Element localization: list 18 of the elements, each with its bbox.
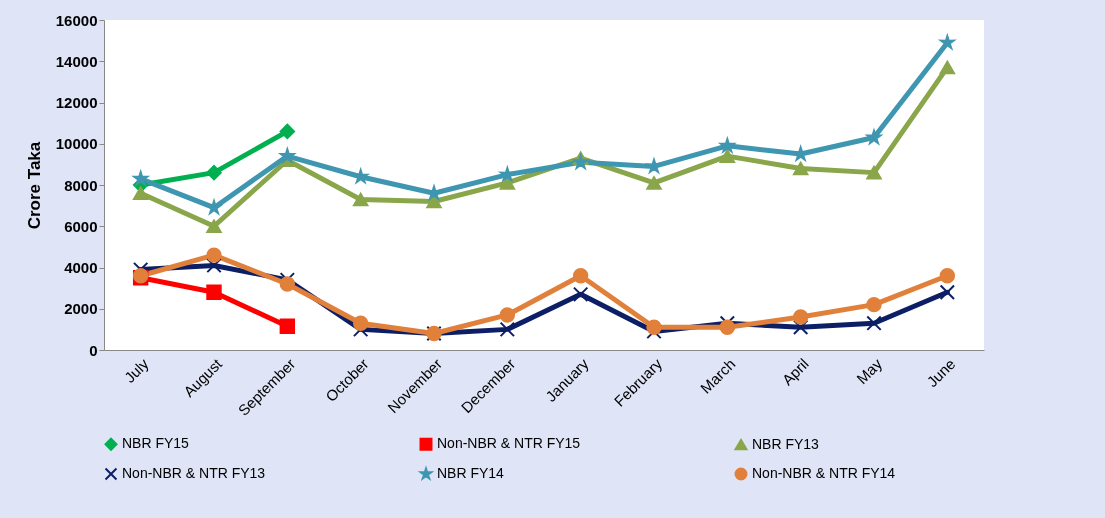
y-tick-label: 6000 xyxy=(64,217,98,235)
y-tick-label: 8000 xyxy=(64,176,98,194)
legend-label: NBR FY14 xyxy=(437,465,505,481)
y-tick-label: 12000 xyxy=(55,94,98,111)
legend-label: Non-NBR & NTR FY14 xyxy=(752,465,896,481)
legend-label: Non-NBR & NTR FY15 xyxy=(437,435,581,452)
legend-label: NBR FY15 xyxy=(122,435,190,452)
y-tick-label: 2000 xyxy=(64,300,98,318)
y-tick-label: 0 xyxy=(89,341,98,359)
x-tick-label: May xyxy=(853,354,886,388)
y-tick-label: 10000 xyxy=(55,135,98,153)
legend-label: Non-NBR & NTR FY13 xyxy=(122,465,266,481)
y-tick-label: 14000 xyxy=(55,52,98,70)
y-axis-title: Crore Taka xyxy=(24,141,44,230)
x-tick-label: July xyxy=(120,354,153,386)
legend-label: NBR FY13 xyxy=(752,435,820,452)
y-tick-label: 4000 xyxy=(64,259,98,276)
y-tick-label: 16000 xyxy=(55,11,98,29)
